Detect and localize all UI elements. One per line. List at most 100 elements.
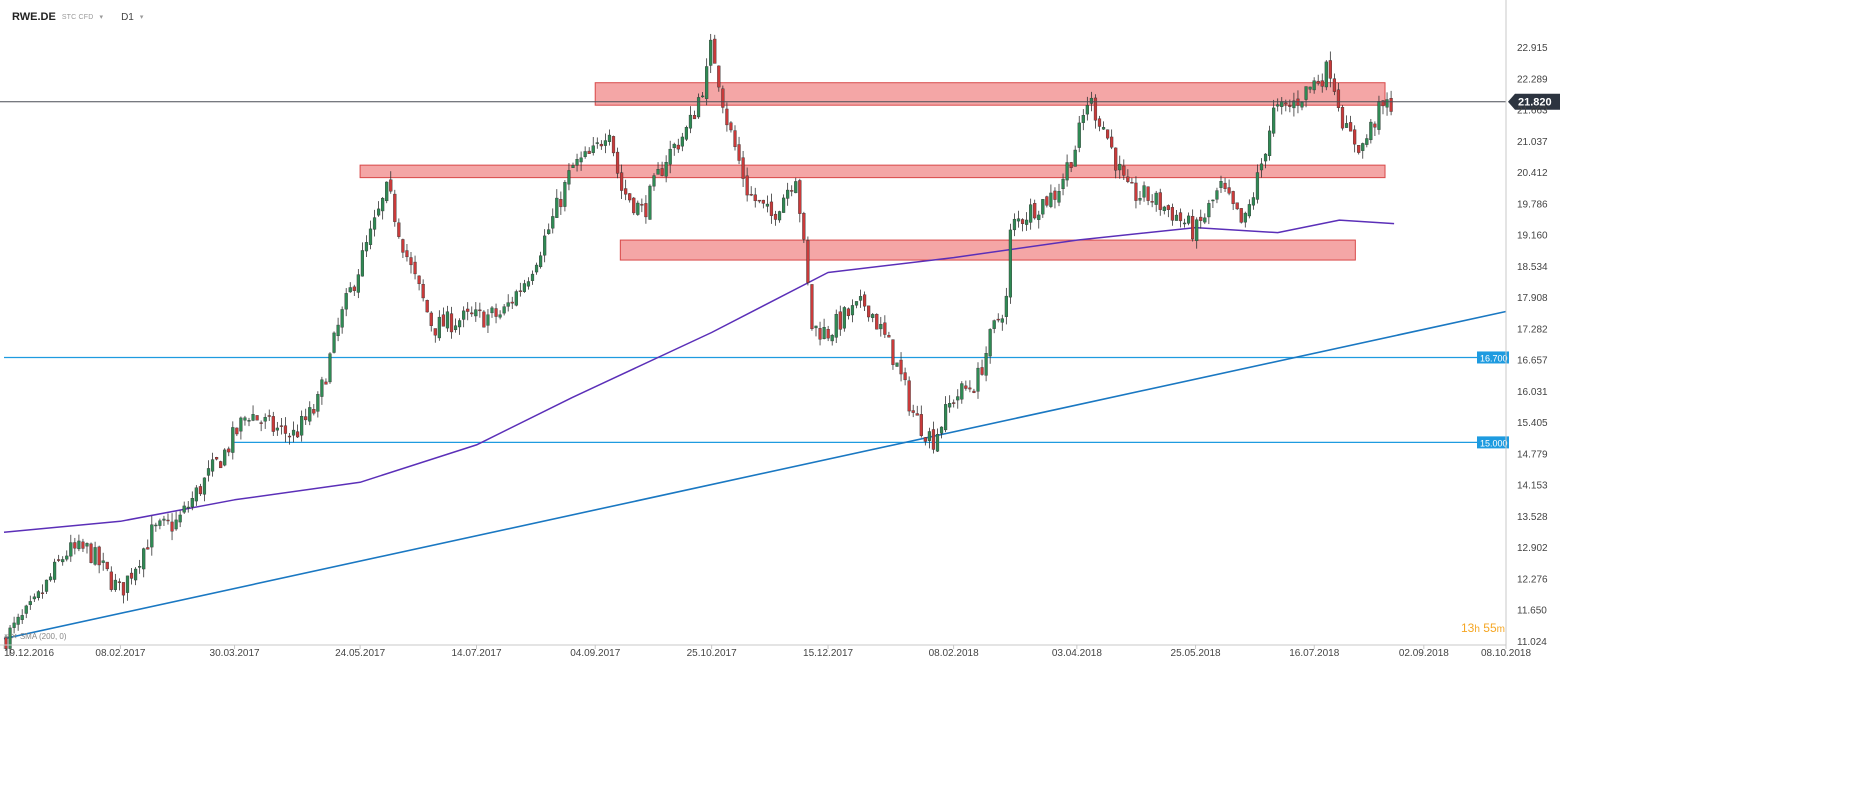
close-icon[interactable]: ✕ — [10, 632, 18, 641]
candle-body — [1118, 163, 1122, 171]
candle-body — [1377, 101, 1381, 130]
candle-body — [117, 581, 121, 583]
time-tick-label: 16.07.2018 — [1289, 648, 1339, 659]
timeframe-selector[interactable]: D1 — [121, 11, 134, 23]
candle-body — [1284, 102, 1288, 105]
candle-body — [1073, 149, 1077, 167]
candle-body — [417, 275, 421, 285]
candle-body — [534, 264, 539, 273]
candle-body — [506, 302, 510, 307]
time-tick-label: 25.10.2017 — [687, 648, 737, 659]
indicator-legend[interactable]: ≡ ✕ SMA (200, 0) — [4, 632, 67, 641]
candle-body — [24, 605, 28, 614]
price-tick-label: 20.412 — [1517, 168, 1548, 179]
candle-body — [57, 559, 61, 561]
candle-body — [28, 601, 32, 605]
candle-body — [939, 426, 944, 434]
countdown-hours: 13 — [1461, 621, 1475, 635]
candle-body — [486, 314, 490, 326]
level-tag-label: 15.000 — [1480, 438, 1508, 448]
price-tick-label: 17.282 — [1517, 324, 1548, 335]
candle-body — [291, 429, 296, 436]
candle-body — [1369, 121, 1373, 141]
candle-body — [1320, 80, 1324, 87]
candle-body — [1365, 138, 1369, 145]
time-tick-label: 15.12.2017 — [803, 648, 853, 659]
menu-icon[interactable]: ≡ — [4, 632, 9, 641]
candle-body — [603, 140, 607, 146]
candle-body — [146, 547, 150, 550]
symbol-label[interactable]: RWE.DE — [12, 11, 56, 23]
candle-body — [952, 402, 956, 404]
candle-body — [863, 294, 867, 307]
candle-body — [275, 427, 279, 431]
candle-body — [198, 486, 202, 495]
candle-body — [53, 561, 57, 580]
candle-body — [867, 305, 871, 318]
candle-body — [1336, 89, 1341, 108]
candle-body — [611, 136, 616, 154]
candles-layer — [4, 33, 1393, 656]
candle-body — [413, 261, 417, 275]
candle-body — [1142, 185, 1146, 198]
candle-body — [899, 359, 903, 375]
candle-body — [336, 324, 340, 337]
candle-body — [688, 114, 693, 129]
candle-body — [16, 616, 20, 625]
candle-body — [1081, 115, 1085, 123]
candle-body — [1069, 162, 1073, 168]
candle-body — [733, 130, 737, 147]
symbol-chevron-down-icon[interactable]: ▾ — [99, 14, 104, 21]
candle-body — [1316, 80, 1320, 84]
candle-body — [1150, 201, 1154, 203]
candle-body — [891, 339, 895, 365]
candle-body — [988, 329, 992, 357]
candle-body — [372, 217, 377, 230]
time-tick-label: 19.12.2016 — [4, 648, 54, 659]
candle-body — [1247, 204, 1251, 217]
candle-body — [599, 143, 603, 147]
candle-body — [1162, 206, 1166, 211]
candle-body — [1191, 216, 1195, 240]
candle-body — [247, 420, 251, 422]
candle-body — [109, 571, 113, 590]
candle-body — [142, 548, 146, 570]
candle-body — [1146, 186, 1150, 201]
price-tick-label: 11.650 — [1517, 606, 1547, 617]
time-tick-label: 24.05.2017 — [335, 648, 385, 659]
candle-body — [239, 417, 243, 432]
candle-body — [206, 468, 211, 476]
candle-body — [502, 306, 506, 314]
candle-body — [36, 591, 40, 599]
axes: 22.915 22.289 21.663 21.037 20.412 19.786 19.1… — [0, 0, 1548, 659]
candle-body — [1348, 122, 1353, 132]
candle-body — [559, 199, 563, 208]
candle-body — [1170, 207, 1174, 221]
candle-body — [1122, 165, 1126, 176]
candle-body — [356, 274, 360, 293]
candle-body — [1093, 97, 1098, 121]
candle-body — [4, 636, 8, 649]
candle-body — [113, 579, 117, 590]
candle-body — [591, 145, 595, 153]
price-tick-label: 16.031 — [1517, 387, 1548, 398]
candle-body — [765, 203, 769, 207]
candle-body — [1089, 97, 1093, 104]
candle-body — [65, 555, 69, 560]
price-tick-label: 15.405 — [1517, 418, 1548, 429]
candle-body — [129, 572, 134, 579]
candle-body — [567, 170, 571, 185]
candle-body — [1300, 101, 1304, 108]
candle-body — [466, 308, 470, 312]
candle-body — [385, 181, 389, 202]
candle-body — [692, 115, 697, 120]
candle-body — [348, 287, 352, 293]
candle-body — [1126, 176, 1130, 182]
candle-body — [453, 325, 458, 331]
candle-body — [782, 197, 786, 213]
candle-body — [287, 435, 292, 438]
timeframe-chevron-down-icon[interactable]: ▾ — [139, 14, 144, 21]
candle-body — [858, 296, 863, 301]
candle-body — [263, 417, 267, 422]
